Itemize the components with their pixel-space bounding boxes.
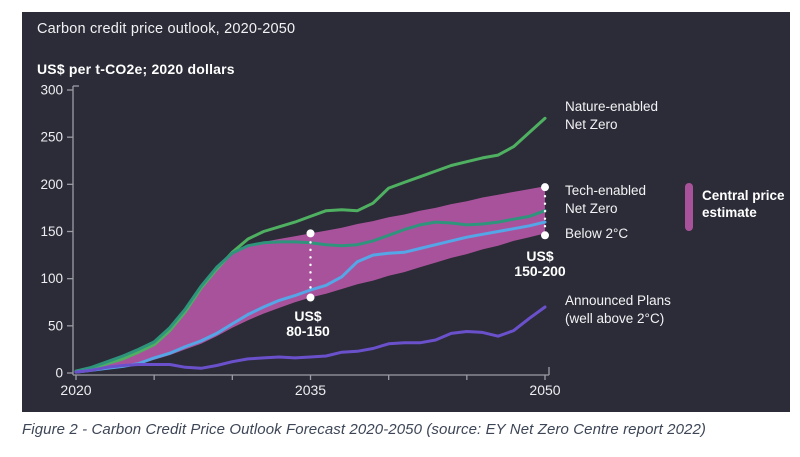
series-line-nature-enabled-net-zero (74, 116, 547, 373)
label-below-2c: Below 2°C (565, 225, 628, 243)
legend-label: Central price estimate (702, 187, 785, 231)
figure-caption: Figure 2 - Carbon Credit Price Outlook F… (22, 421, 707, 438)
label-range-2050: US$ 150-200 (490, 249, 590, 279)
label-line: US$ (526, 248, 554, 264)
x-tick-label: 2035 (295, 382, 326, 398)
range-marker-2050 (541, 183, 549, 240)
label-line: 150-200 (514, 263, 566, 279)
central-price-band-swatch (685, 183, 693, 231)
label-line: estimate (702, 205, 757, 220)
y-tick-label: 50 (48, 318, 63, 333)
chart-canvas: 0 50 100 150 200 250 300 2020 2035 2050 (40, 83, 560, 399)
x-tick-label: 2020 (60, 382, 91, 398)
y-tick-label: 150 (40, 224, 63, 239)
series-line-below-2-c (74, 220, 547, 374)
chart-title: Carbon credit price outlook, 2020-2050 (37, 21, 296, 37)
label-line: Nature-enabled (565, 99, 659, 114)
x-tick-label: 2050 (529, 382, 560, 398)
y-tick-label: 100 (40, 271, 63, 286)
y-tick-label: 300 (40, 83, 63, 98)
label-line: Net Zero (565, 117, 618, 132)
chart-panel: Carbon credit price outlook, 2020-2050 U… (22, 12, 790, 412)
label-line: US$ (294, 308, 322, 324)
y-tick-label: 250 (40, 130, 63, 145)
label-line: Announced Plans (565, 293, 671, 308)
label-line: Tech-enabled (565, 183, 647, 198)
y-tick-label: 200 (40, 177, 63, 192)
legend-central-price-estimate: Central price estimate (685, 183, 785, 231)
y-tick-label: 0 (55, 366, 63, 381)
label-line: Net Zero (565, 201, 618, 216)
chart-y-units-label: US$ per t-CO2e; 2020 dollars (37, 61, 235, 77)
label-line: Below 2°C (565, 226, 629, 241)
label-line: 80-150 (286, 323, 330, 339)
axes: 0 50 100 150 200 250 300 2020 2035 2050 (40, 83, 560, 399)
series-line-announced-plans-well-above-2-c- (74, 305, 547, 374)
range-marker-2035 (306, 229, 315, 302)
label-line: (well above 2°C) (565, 311, 665, 326)
label-line: Central price (702, 188, 785, 203)
label-range-2035: US$ 80-150 (258, 309, 358, 339)
label-nature-enabled-net-zero: Nature-enabled Net Zero (565, 98, 658, 134)
label-tech-enabled-net-zero: Tech-enabled Net Zero (565, 182, 646, 218)
label-announced-plans: Announced Plans (well above 2°C) (565, 292, 671, 328)
